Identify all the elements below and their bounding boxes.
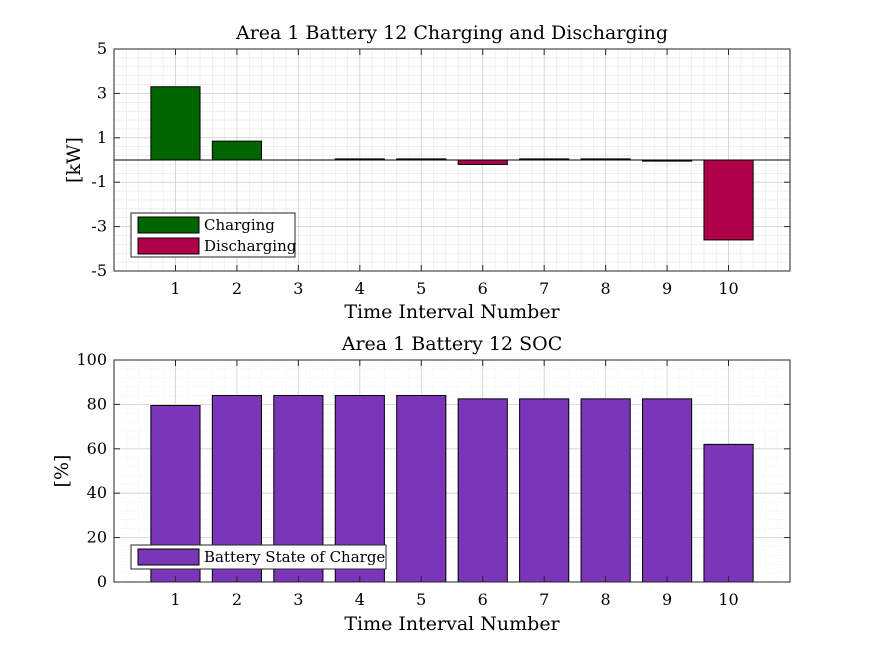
x-tick-label: 10 xyxy=(718,279,738,298)
x-tick-label: 8 xyxy=(601,279,611,298)
bar-battery-state-of-charge-10 xyxy=(703,443,754,583)
bar-discharging-6 xyxy=(457,159,508,165)
y-tick-label: 80 xyxy=(87,394,107,413)
chart1-ylabel: [kW] xyxy=(63,137,85,183)
bar-charging-2 xyxy=(211,140,262,161)
x-tick-label: 4 xyxy=(355,279,365,298)
legend-swatch-discharging xyxy=(137,237,200,255)
x-tick-label: 1 xyxy=(170,279,180,298)
y-tick-label: -5 xyxy=(91,261,107,280)
bar-battery-state-of-charge-7 xyxy=(519,398,570,583)
chart2-bars xyxy=(150,395,754,583)
y-tick-label: 100 xyxy=(76,350,107,369)
bar-battery-state-of-charge-9 xyxy=(642,398,693,583)
bar-battery-state-of-charge-6 xyxy=(457,398,508,583)
x-tick-label: 7 xyxy=(539,590,549,609)
bar-battery-state-of-charge-5 xyxy=(396,395,447,583)
x-tick-label: 3 xyxy=(293,279,303,298)
x-tick-label: 4 xyxy=(355,590,365,609)
y-tick-label: 40 xyxy=(87,483,107,502)
legend-swatch-soc xyxy=(137,548,200,566)
y-tick-label: -1 xyxy=(91,172,107,191)
chart1-x-ticks: 1 2 3 4 5 6 7 8 9 10 xyxy=(170,49,739,298)
chart2-x-ticks: 1 2 3 4 5 6 7 8 9 10 xyxy=(170,360,739,609)
y-tick-label: 3 xyxy=(97,83,107,102)
x-tick-label: 10 xyxy=(718,590,738,609)
x-tick-label: 1 xyxy=(170,590,180,609)
chart2-y-ticks: 100 80 60 40 20 0 xyxy=(76,350,790,591)
y-tick-label: 1 xyxy=(97,128,107,147)
x-tick-label: 9 xyxy=(662,590,672,609)
chart2-legend: Battery State of Charge xyxy=(130,544,387,570)
x-tick-label: 3 xyxy=(293,590,303,609)
chart2-axes-box xyxy=(113,359,791,583)
bar-charging-1 xyxy=(150,86,201,161)
chart-soc: Area 1 Battery 12 SOC 100 80 60 40 20 0 1 2 3 4 5… xyxy=(51,333,791,635)
y-tick-label: 0 xyxy=(97,572,107,591)
chart2-xlabel: Time Interval Number xyxy=(344,613,560,635)
chart2-ylabel: [%] xyxy=(51,455,73,488)
x-tick-label: 7 xyxy=(539,279,549,298)
chart1-y-ticks: 5 3 1 -1 -3 -5 xyxy=(91,39,790,280)
bar-battery-state-of-charge-8 xyxy=(580,398,631,583)
x-tick-label: 5 xyxy=(416,590,426,609)
y-tick-label: -3 xyxy=(91,217,107,236)
legend-swatch-charging xyxy=(137,216,200,234)
x-tick-label: 6 xyxy=(478,590,488,609)
bar-discharging-10 xyxy=(703,159,754,241)
x-tick-label: 9 xyxy=(662,279,672,298)
legend-label-soc: Battery State of Charge xyxy=(204,548,385,566)
x-tick-label: 5 xyxy=(416,279,426,298)
chart1-legend: Charging Discharging xyxy=(130,212,297,258)
x-tick-label: 8 xyxy=(601,590,611,609)
chart1-axes-box xyxy=(113,48,791,272)
x-tick-label: 2 xyxy=(232,279,242,298)
y-tick-label: 20 xyxy=(87,528,107,547)
y-tick-label: 5 xyxy=(97,39,107,58)
y-tick-label: 60 xyxy=(87,439,107,458)
chart1-bars xyxy=(114,86,790,241)
legend-label-discharging: Discharging xyxy=(204,237,297,255)
chart-charging-discharging: Area 1 Battery 12 Charging and Dischargi… xyxy=(63,22,791,323)
x-tick-label: 2 xyxy=(232,590,242,609)
legend-label-charging: Charging xyxy=(204,216,275,234)
chart1-title: Area 1 Battery 12 Charging and Dischargi… xyxy=(235,22,668,44)
chart1-xlabel: Time Interval Number xyxy=(344,301,560,323)
chart2-title: Area 1 Battery 12 SOC xyxy=(341,333,563,355)
x-tick-label: 6 xyxy=(478,279,488,298)
